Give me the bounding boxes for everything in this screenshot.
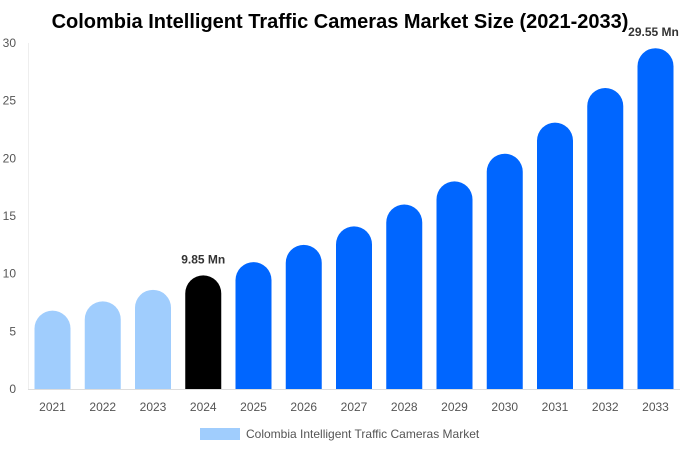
y-tick-label: 0 [9, 382, 16, 396]
x-tick-label: 2024 [190, 400, 217, 414]
x-tick-label: 2033 [642, 400, 669, 414]
bar-2021[interactable] [34, 310, 71, 389]
y-tick-label: 10 [3, 267, 17, 281]
x-tick-label: 2026 [290, 400, 317, 414]
bar-2032[interactable] [587, 87, 624, 389]
bar-2033[interactable] [637, 48, 674, 390]
chart-title: Colombia Intelligent Traffic Cameras Mar… [52, 11, 629, 33]
x-tick-label: 2025 [240, 400, 267, 414]
x-tick-label: 2031 [542, 400, 569, 414]
x-tick-label: 2027 [341, 400, 368, 414]
x-tick-label: 2022 [89, 400, 116, 414]
bars: 2021 2022 2023 2024 9.85 Mn 2025 2026 2027 2028 2… [34, 25, 679, 414]
bar-2031[interactable] [537, 122, 573, 389]
bar-2023[interactable] [135, 289, 171, 389]
legend-swatch [200, 428, 240, 440]
x-tick-label: 2028 [391, 400, 418, 414]
y-tick-label: 5 [9, 324, 16, 338]
y-tick-label: 15 [3, 209, 17, 223]
bar-2028[interactable] [386, 204, 423, 389]
bar-2026[interactable] [285, 244, 322, 389]
bar-2024[interactable] [185, 275, 222, 389]
y-axis: 0 5 10 15 20 25 30 [3, 36, 17, 396]
x-tick-label: 2023 [140, 400, 167, 414]
x-tick-label: 2032 [592, 400, 619, 414]
x-tick-label: 2030 [491, 400, 518, 414]
bar-2025[interactable] [235, 262, 272, 389]
data-label: 9.85 Mn [181, 252, 225, 266]
bar-2029[interactable] [436, 181, 473, 389]
y-tick-label: 20 [3, 151, 17, 165]
data-label: 29.55 Mn [628, 25, 679, 39]
x-tick-label: 2021 [39, 400, 66, 414]
bar-2030[interactable] [486, 153, 523, 389]
y-tick-label: 25 [3, 94, 17, 108]
bar-2022[interactable] [84, 301, 121, 389]
bar-2027[interactable] [336, 226, 372, 389]
y-tick-label: 30 [3, 36, 17, 50]
legend[interactable]: Colombia Intelligent Traffic Cameras Mar… [200, 427, 480, 441]
x-tick-label: 2029 [441, 400, 468, 414]
legend-label: Colombia Intelligent Traffic Cameras Mar… [246, 427, 480, 441]
